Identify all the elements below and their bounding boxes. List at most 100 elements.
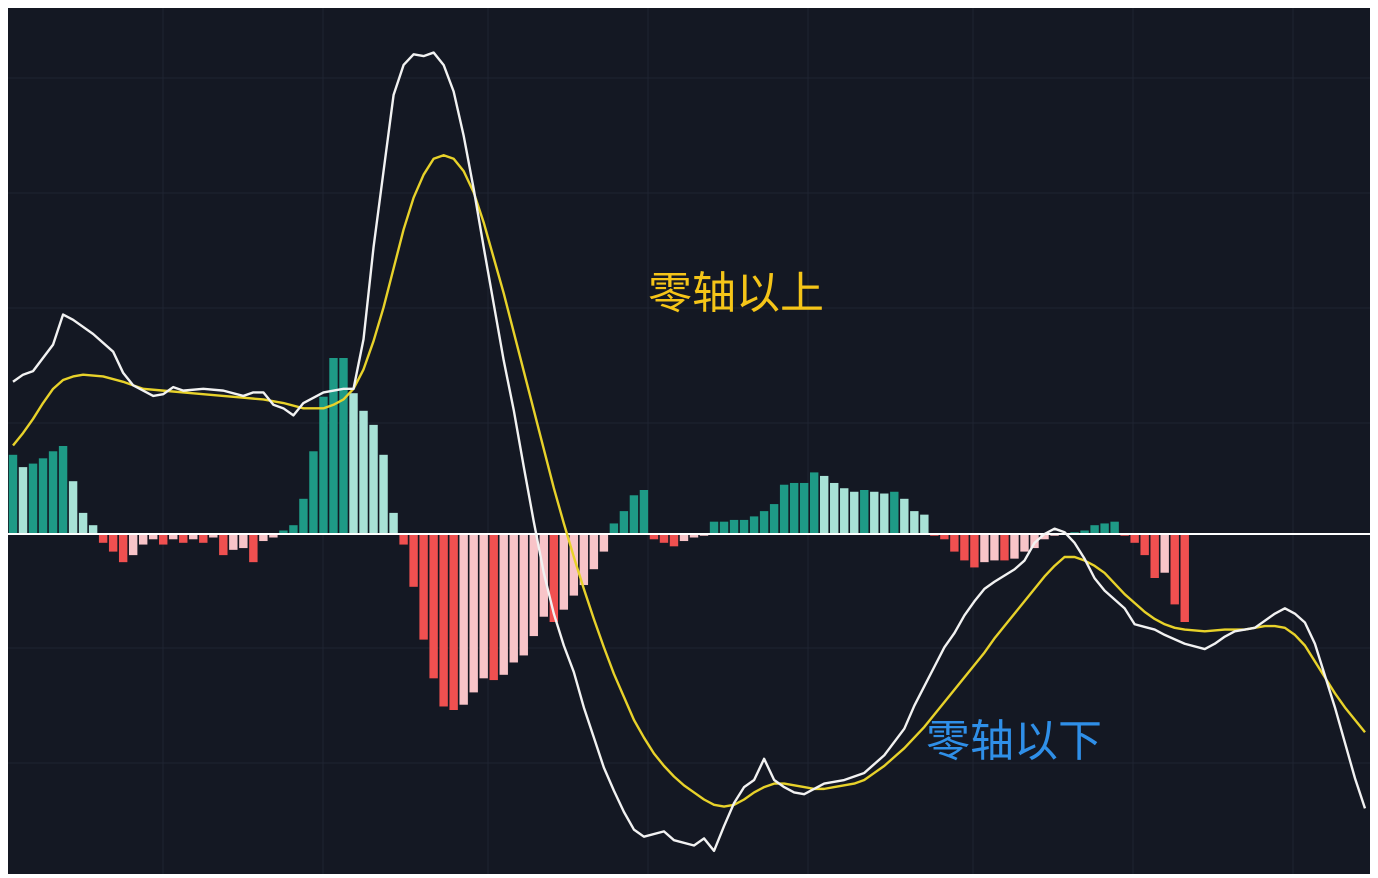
histogram-bar xyxy=(809,472,819,534)
histogram-bar xyxy=(1080,530,1089,534)
histogram-bar xyxy=(379,454,388,534)
histogram-bar xyxy=(799,482,809,534)
histogram-bar xyxy=(970,534,979,568)
histogram-bar xyxy=(619,511,629,534)
histogram-bar xyxy=(890,491,899,534)
histogram-bar xyxy=(259,534,268,542)
histogram-bars xyxy=(8,358,1189,710)
histogram-bar xyxy=(920,514,929,534)
dea-line xyxy=(12,154,1366,808)
histogram-bar xyxy=(439,534,448,707)
histogram-bar xyxy=(128,534,138,556)
histogram-bar xyxy=(609,523,619,534)
histogram-bar xyxy=(389,512,398,534)
histogram-bar xyxy=(779,484,789,534)
histogram-bar xyxy=(189,534,198,540)
histogram-bar xyxy=(8,454,18,534)
histogram-bar xyxy=(118,534,128,563)
histogram-bar xyxy=(159,534,168,545)
histogram-bar xyxy=(910,511,919,534)
histogram-bar xyxy=(309,451,318,534)
histogram-bar xyxy=(499,534,508,675)
histogram-bar xyxy=(329,358,338,534)
histogram-bar xyxy=(489,534,498,681)
histogram-bar xyxy=(529,534,538,637)
histogram-bar xyxy=(469,534,478,693)
histogram-bar xyxy=(940,534,949,540)
histogram-bar xyxy=(1020,534,1029,552)
histogram-bar xyxy=(669,534,679,547)
histogram-bar xyxy=(78,512,88,534)
histogram-bar xyxy=(840,488,849,534)
histogram-bar xyxy=(419,534,428,640)
histogram-bar xyxy=(88,525,98,534)
histogram-bar xyxy=(1040,534,1049,540)
histogram-bar xyxy=(269,534,278,538)
histogram-bar xyxy=(48,451,58,534)
histogram-bar xyxy=(369,424,378,534)
histogram-bar xyxy=(599,534,609,552)
histogram-bar xyxy=(679,534,689,542)
histogram-bar xyxy=(38,458,48,534)
histogram-bar xyxy=(359,410,368,534)
histogram-bar xyxy=(479,534,488,679)
histogram-bar xyxy=(1150,534,1159,578)
histogram-bar xyxy=(589,534,599,570)
histogram-bar xyxy=(1130,534,1139,543)
histogram-bar xyxy=(729,519,739,534)
histogram-bar xyxy=(900,498,909,534)
histogram-bar xyxy=(58,446,68,534)
histogram-bar xyxy=(719,521,729,534)
histogram-bar xyxy=(509,534,518,663)
histogram-bar xyxy=(559,534,569,610)
histogram-bar xyxy=(739,519,749,534)
histogram-bar xyxy=(199,534,208,543)
histogram-bar xyxy=(689,534,699,538)
histogram-bar xyxy=(409,534,418,587)
macd-chart-svg: 零轴以上 零轴以下 xyxy=(8,8,1370,874)
histogram-bar xyxy=(18,467,28,534)
histogram-bar xyxy=(1000,534,1009,561)
annotation-below-zero: 零轴以下 xyxy=(926,716,1102,767)
histogram-bar xyxy=(209,534,218,538)
histogram-bar xyxy=(229,534,238,550)
histogram-bar xyxy=(149,534,158,540)
histogram-bar xyxy=(639,490,649,534)
histogram-bar xyxy=(850,491,859,534)
histogram-bar xyxy=(28,463,38,534)
dif-line xyxy=(12,51,1367,853)
histogram-bar xyxy=(830,482,839,534)
histogram-bar xyxy=(709,521,719,534)
histogram-bar xyxy=(1170,534,1179,605)
histogram-bar xyxy=(880,493,889,534)
histogram-bar xyxy=(98,534,108,543)
histogram-bar xyxy=(249,534,258,563)
histogram-bar xyxy=(819,475,829,534)
histogram-bar xyxy=(108,534,118,552)
histogram-bar xyxy=(1180,534,1189,622)
histogram-bar xyxy=(399,534,408,545)
grid xyxy=(8,8,1370,874)
histogram-bar xyxy=(239,534,248,549)
histogram-bar xyxy=(1030,534,1039,549)
histogram-bar xyxy=(629,495,639,534)
histogram-bar xyxy=(990,534,999,561)
histogram-bar xyxy=(549,534,558,622)
histogram-bar xyxy=(219,534,228,556)
histogram-bar xyxy=(519,534,528,656)
histogram-bar xyxy=(749,516,759,534)
histogram-bar xyxy=(950,534,959,552)
histogram-bar xyxy=(980,534,989,563)
histogram-bar xyxy=(1100,523,1109,534)
histogram-bar xyxy=(759,511,769,534)
histogram-bar xyxy=(459,534,468,705)
histogram-bar xyxy=(319,396,328,534)
histogram-bar xyxy=(569,534,579,596)
histogram-bar xyxy=(860,490,869,534)
histogram-bar xyxy=(960,534,969,561)
macd-chart: 零轴以上 零轴以下 xyxy=(8,8,1370,874)
histogram-bar xyxy=(649,534,659,540)
annotation-above-zero: 零轴以上 xyxy=(648,268,824,319)
histogram-bar xyxy=(769,504,779,534)
histogram-bar xyxy=(68,481,78,534)
